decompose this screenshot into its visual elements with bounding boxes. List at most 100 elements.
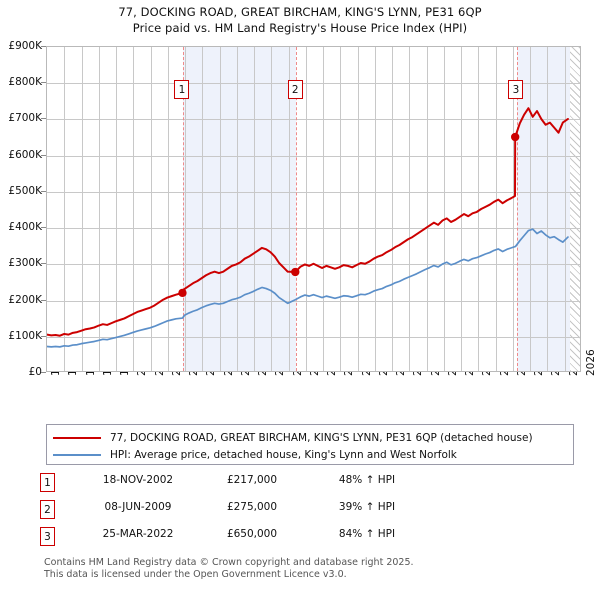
gridline xyxy=(167,47,169,371)
event-rule-1 xyxy=(182,47,184,371)
gridline xyxy=(47,336,580,338)
x-axis-tick-label: 2026 xyxy=(585,349,597,376)
row-date: 08-JUN-2009 xyxy=(104,501,172,513)
row-marker-number: 3 xyxy=(40,527,55,546)
gridline xyxy=(392,47,394,371)
y-axis-tick-mark xyxy=(41,82,46,84)
gridline xyxy=(236,47,238,371)
gridline xyxy=(202,47,204,371)
row-price: £275,000 xyxy=(226,501,278,513)
gridline xyxy=(426,47,428,371)
gridline xyxy=(512,47,514,371)
y-axis-tick-mark xyxy=(41,46,46,47)
price-paid-line xyxy=(47,107,569,337)
table-row[interactable]: 2 08-JUN-2009 £275,000 39% ↑ HPI xyxy=(40,499,560,526)
row-marker-number: 1 xyxy=(40,473,55,492)
page-title: 77, DOCKING ROAD, GREAT BIRCHAM, KING'S … xyxy=(0,4,600,36)
y-axis-tick-label: £100K xyxy=(8,329,42,342)
footer-line-2: This data is licensed under the Open Gov… xyxy=(44,568,347,580)
row-date: 25-MAR-2022 xyxy=(102,528,174,540)
y-axis-tick-mark xyxy=(41,190,46,192)
gridline xyxy=(133,47,135,371)
gridline xyxy=(64,47,66,371)
sale-point-marker[interactable] xyxy=(291,267,300,277)
footer-line-1: Contains HM Land Registry data © Crown c… xyxy=(44,557,414,568)
gridline xyxy=(530,47,532,371)
y-axis-tick-label: £800K xyxy=(8,76,42,89)
y-axis: £0 £100K £200K £300K £400K £500K £600K £700K £80… xyxy=(0,0,46,590)
gridline xyxy=(409,47,411,371)
chart-legend: 77, DOCKING ROAD, GREAT BIRCHAM, KING'S … xyxy=(46,424,574,465)
gridline xyxy=(47,119,580,121)
gridline xyxy=(443,47,445,371)
no-data-region xyxy=(569,47,580,371)
y-axis-tick-label: £500K xyxy=(8,184,42,197)
transactions-table: 1 18-NOV-2002 £217,000 48% ↑ HPI 2 08-JU… xyxy=(40,472,560,553)
legend-row-hpi: HPI: Average price, detached house, King… xyxy=(53,446,567,463)
gridline xyxy=(495,47,497,371)
attribution-footer: Contains HM Land Registry data © Crown c… xyxy=(44,557,584,580)
row-date: 18-NOV-2002 xyxy=(102,474,174,486)
row-price: £650,000 xyxy=(226,528,278,540)
sale-point-marker[interactable] xyxy=(510,132,520,142)
y-axis-tick-mark xyxy=(41,118,46,120)
gridline xyxy=(323,47,325,371)
gridline xyxy=(461,47,463,371)
gridline xyxy=(116,47,118,371)
gridline xyxy=(150,47,152,371)
gridline xyxy=(47,228,580,230)
gridline xyxy=(47,191,580,193)
event-marker-box-3[interactable]: 3 xyxy=(508,79,524,99)
legend-label-hpi: HPI: Average price, detached house, King… xyxy=(110,448,457,461)
gridline xyxy=(288,47,290,371)
gridline xyxy=(271,47,273,371)
y-axis-tick-label: £400K xyxy=(8,221,42,234)
gridline xyxy=(254,47,256,371)
row-hpi-delta: 39% ↑ HPI xyxy=(338,501,396,513)
legend-swatch-price xyxy=(53,436,101,439)
event-marker-box-2[interactable]: 2 xyxy=(287,79,303,99)
y-axis-tick-label: £0 xyxy=(28,366,42,378)
y-axis-tick-mark xyxy=(41,299,46,301)
gridline xyxy=(98,47,100,371)
gridline xyxy=(47,83,580,85)
table-row[interactable]: 3 25-MAR-2022 £650,000 84% ↑ HPI xyxy=(40,526,560,553)
gridline xyxy=(547,47,549,371)
gridline xyxy=(478,47,480,371)
event-rule-2 xyxy=(296,47,298,371)
legend-swatch-hpi xyxy=(53,453,101,456)
table-row[interactable]: 1 18-NOV-2002 £217,000 48% ↑ HPI xyxy=(40,472,560,499)
gridline xyxy=(185,47,187,371)
gridline xyxy=(374,47,376,371)
price-history-chart[interactable] xyxy=(46,46,581,372)
y-axis-tick-mark xyxy=(41,227,46,229)
gridline xyxy=(564,47,566,371)
y-axis-tick-label: £200K xyxy=(8,293,42,306)
y-axis-tick-mark xyxy=(41,335,46,337)
gridline xyxy=(81,47,83,371)
gridline xyxy=(340,47,342,371)
gridline xyxy=(357,47,359,371)
y-axis-tick-label: £700K xyxy=(8,112,42,125)
y-axis-tick-mark xyxy=(41,372,46,373)
ownership-period-band xyxy=(182,47,297,371)
y-axis-tick-label: £300K xyxy=(8,257,42,270)
row-hpi-delta: 48% ↑ HPI xyxy=(338,474,396,486)
title-line-2: Price paid vs. HM Land Registry's House … xyxy=(132,21,468,35)
row-hpi-delta: 84% ↑ HPI xyxy=(338,528,396,540)
sale-point-marker[interactable] xyxy=(178,288,187,298)
legend-row-price: 77, DOCKING ROAD, GREAT BIRCHAM, KING'S … xyxy=(53,429,567,446)
gridline xyxy=(47,300,580,302)
event-rule-3 xyxy=(516,47,518,371)
title-line-1: 77, DOCKING ROAD, GREAT BIRCHAM, KING'S … xyxy=(118,5,482,19)
event-marker-box-1[interactable]: 1 xyxy=(174,79,190,99)
series-paths xyxy=(47,107,569,348)
legend-label-price: 77, DOCKING ROAD, GREAT BIRCHAM, KING'S … xyxy=(110,431,533,444)
gridline xyxy=(219,47,221,371)
row-price: £217,000 xyxy=(226,474,278,486)
y-axis-tick-mark xyxy=(41,154,46,156)
gridline xyxy=(47,155,580,157)
y-axis-tick-label: £900K xyxy=(8,40,42,52)
y-axis-tick-mark xyxy=(41,263,46,265)
gridline xyxy=(305,47,307,371)
